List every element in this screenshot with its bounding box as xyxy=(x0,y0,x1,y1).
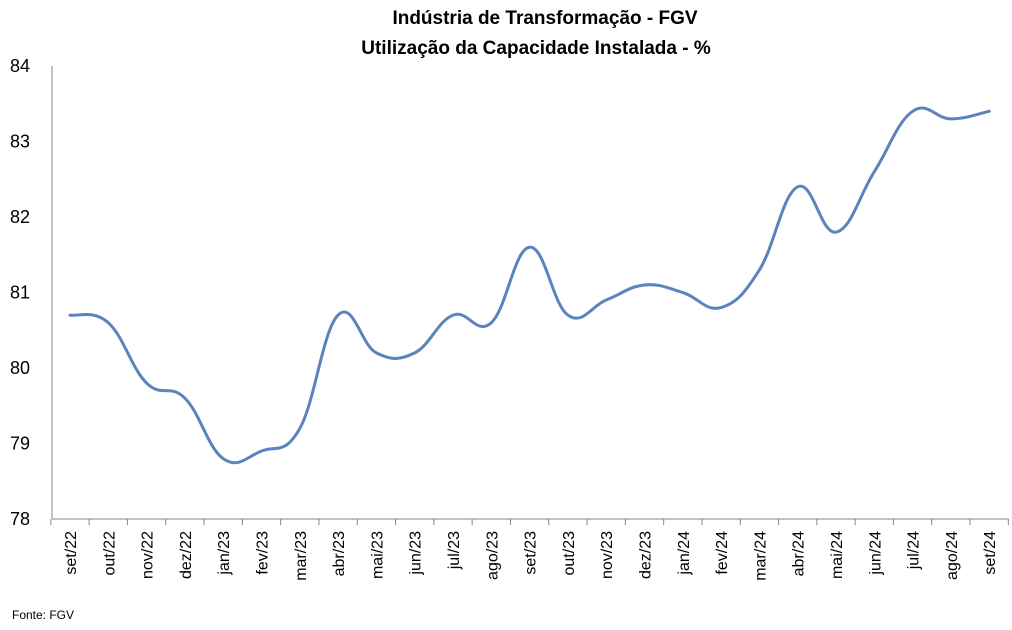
source-note: Fonte: FGV xyxy=(12,608,74,622)
data-point xyxy=(605,299,608,302)
data-point xyxy=(490,321,493,324)
x-tick-label: out/22 xyxy=(101,531,118,576)
x-tick-label: mai/24 xyxy=(829,531,846,579)
data-point xyxy=(528,246,531,249)
chart-title: Indústria de Transformação - FGV xyxy=(392,8,697,29)
data-point xyxy=(911,110,914,113)
x-tick-label: ago/24 xyxy=(944,531,961,580)
x-tick-label: fev/23 xyxy=(255,531,272,575)
x-tick-label: nov/22 xyxy=(140,531,157,579)
x-tick-label: dez/23 xyxy=(638,531,655,579)
x-tick-label: mar/24 xyxy=(752,531,769,581)
x-tick-label: set/23 xyxy=(523,531,540,575)
data-point xyxy=(835,231,838,234)
data-point xyxy=(183,397,186,400)
data-point xyxy=(796,185,799,188)
data-point xyxy=(413,351,416,354)
data-point xyxy=(222,457,225,460)
data-point xyxy=(988,110,991,113)
y-tick-label: 83 xyxy=(10,132,30,152)
data-point xyxy=(566,314,569,317)
data-point xyxy=(873,170,876,173)
data-point xyxy=(643,283,646,286)
x-axis: set/22 out/22 nov/22 dez/22 jan/23 fev/23 mar/… xyxy=(50,518,1009,581)
x-tick-label: abr/24 xyxy=(791,531,808,576)
x-tick-label: mar/23 xyxy=(293,531,310,581)
x-tick-label: abr/23 xyxy=(331,531,348,576)
x-tick-label: out/23 xyxy=(561,531,578,576)
data-point xyxy=(720,306,723,309)
y-axis: 78 79 80 81 82 83 84 xyxy=(10,56,53,529)
data-point xyxy=(145,382,148,385)
y-tick-label: 80 xyxy=(10,358,30,378)
data-point xyxy=(758,268,761,271)
y-tick-label: 82 xyxy=(10,207,30,227)
x-tick-label: mai/23 xyxy=(369,531,386,579)
x-tick-label: jan/23 xyxy=(216,531,233,576)
data-point xyxy=(337,314,340,317)
data-point xyxy=(452,314,455,317)
y-tick-label: 81 xyxy=(10,283,30,303)
x-tick-label: jul/24 xyxy=(906,531,923,570)
y-tick-label: 84 xyxy=(10,56,30,76)
data-point xyxy=(681,291,684,294)
series-layer xyxy=(68,106,991,465)
data-point xyxy=(260,450,263,453)
data-point xyxy=(298,427,301,430)
series-line xyxy=(68,106,991,465)
x-tick-label: dez/22 xyxy=(178,531,195,579)
x-tick-label: jun/23 xyxy=(408,531,425,576)
x-tick-label: nov/23 xyxy=(599,531,616,579)
x-tick-label: fev/24 xyxy=(714,531,731,575)
x-tick-label: jan/24 xyxy=(676,531,693,576)
x-tick-label: jun/24 xyxy=(867,531,884,576)
y-tick-label: 79 xyxy=(10,434,30,454)
data-point xyxy=(949,117,952,120)
x-tick-label: set/22 xyxy=(63,531,80,575)
y-tick-label: 78 xyxy=(10,509,30,529)
data-point xyxy=(375,351,378,354)
x-tick-label: set/24 xyxy=(982,531,999,575)
data-point xyxy=(107,321,110,324)
chart-subtitle: Utilização da Capacidade Instalada - % xyxy=(361,38,711,59)
data-point xyxy=(69,314,72,317)
x-tick-label: ago/23 xyxy=(484,531,501,580)
x-tick-label: jul/23 xyxy=(446,531,463,570)
